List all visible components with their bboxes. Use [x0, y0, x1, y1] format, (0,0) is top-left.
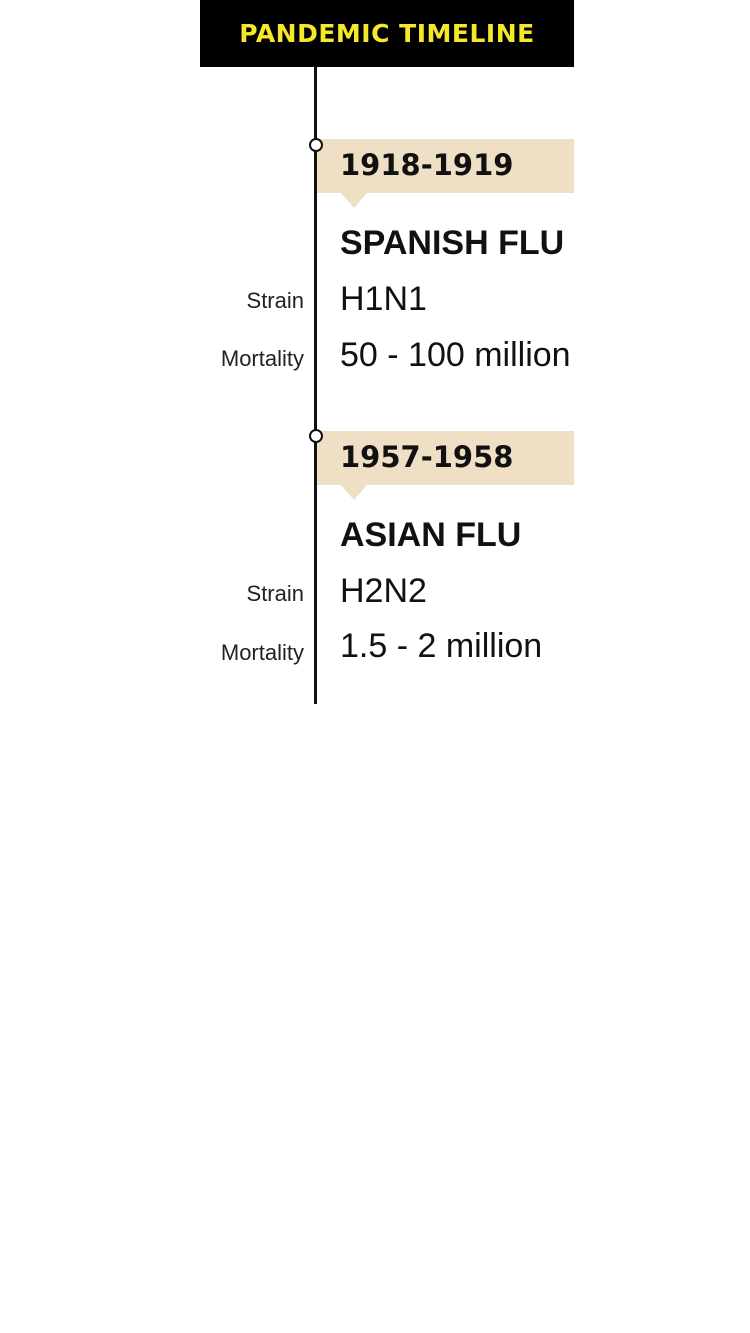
- mortality-value: 50 - 100 million: [340, 336, 571, 374]
- page-title: PANDEMIC TIMELINE: [239, 19, 535, 48]
- strain-label: Strain: [246, 581, 304, 606]
- title-bar: PANDEMIC TIMELINE: [200, 0, 574, 67]
- timeline-line: [314, 67, 317, 704]
- timeline-node-icon: [309, 138, 323, 152]
- year-band-1918: [317, 139, 574, 208]
- strain-label: Strain: [246, 288, 304, 313]
- event-years: 1957-1958: [340, 440, 514, 474]
- event-name: SPANISH FLU: [340, 224, 565, 262]
- mortality-label: Mortality: [220, 346, 304, 371]
- event-years: 1918-1919: [340, 148, 514, 182]
- year-band-1957: [317, 431, 574, 500]
- strain-value: H1N1: [340, 280, 427, 318]
- mortality-label: Mortality: [220, 640, 304, 665]
- event-name: ASIAN FLU: [340, 516, 522, 554]
- mortality-value: 1.5 - 2 million: [340, 627, 543, 665]
- timeline-node-icon: [309, 429, 323, 443]
- strain-value: H2N2: [340, 572, 427, 610]
